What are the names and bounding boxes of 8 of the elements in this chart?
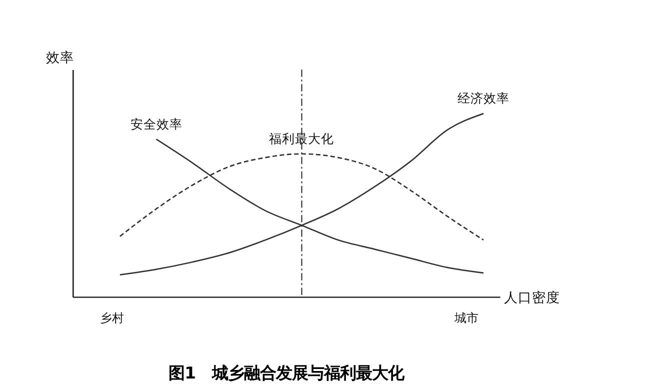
series-label: 福利最大化 — [269, 130, 334, 146]
series-label: 经济效率 — [458, 90, 510, 106]
x-axis-title: 人口密度 — [504, 290, 560, 306]
y-axis-title: 效率 — [46, 50, 74, 66]
text: 城市 — [453, 311, 478, 326]
series-label: 安全效率 — [130, 116, 182, 132]
text: 乡村 — [100, 311, 124, 326]
text: 图1 城乡融合发展与福利最大化 — [168, 364, 405, 383]
